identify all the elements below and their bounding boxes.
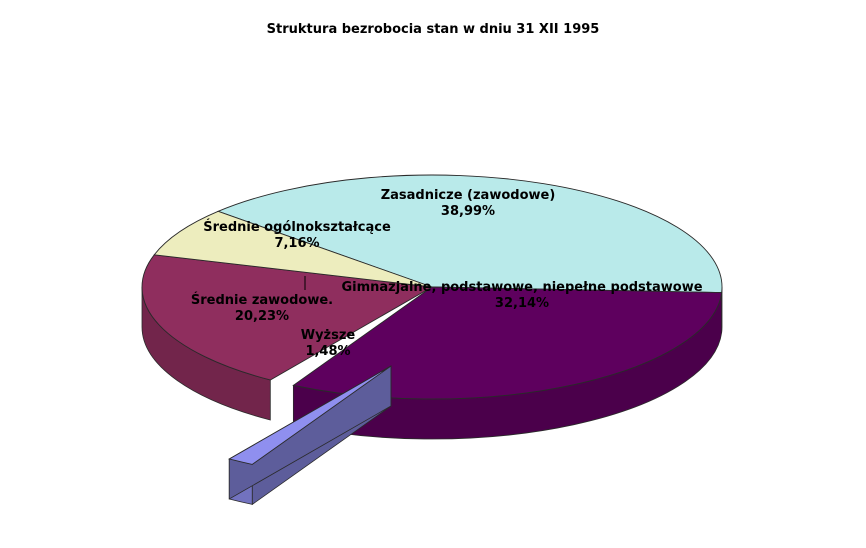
pie-slice-4 (141, 254, 434, 381)
chart-title: Struktura bezrobocia stan w dniu 31 XII … (267, 22, 600, 37)
slice-label-name: Zasadnicze (zawodowe) (381, 188, 556, 203)
slice-label-name: Gimnazjalne, podstawowe, niepełne podsta… (341, 280, 702, 295)
pie-slice-3 (228, 365, 392, 465)
slice-label-value: 32,14% (495, 296, 549, 311)
pie-slice-5 (153, 210, 433, 288)
slice-label-value: 20,23% (235, 309, 289, 324)
slice-label-name: Średnie ogólnokształcące (203, 219, 391, 235)
pie-slices (141, 174, 723, 506)
pie-slice-1 (216, 174, 723, 294)
slice-label-name: Wyższe (301, 328, 356, 343)
slice-label-name: Średnie zawodowe. (191, 292, 333, 308)
slice-label-value: 7,16% (274, 236, 319, 251)
pie-labels: Zasadnicze (zawodowe)38,99% Gimnazjalne, … (191, 188, 703, 359)
slice-label-value: 1,48% (305, 344, 350, 359)
slice-label-value: 38,99% (441, 204, 495, 219)
